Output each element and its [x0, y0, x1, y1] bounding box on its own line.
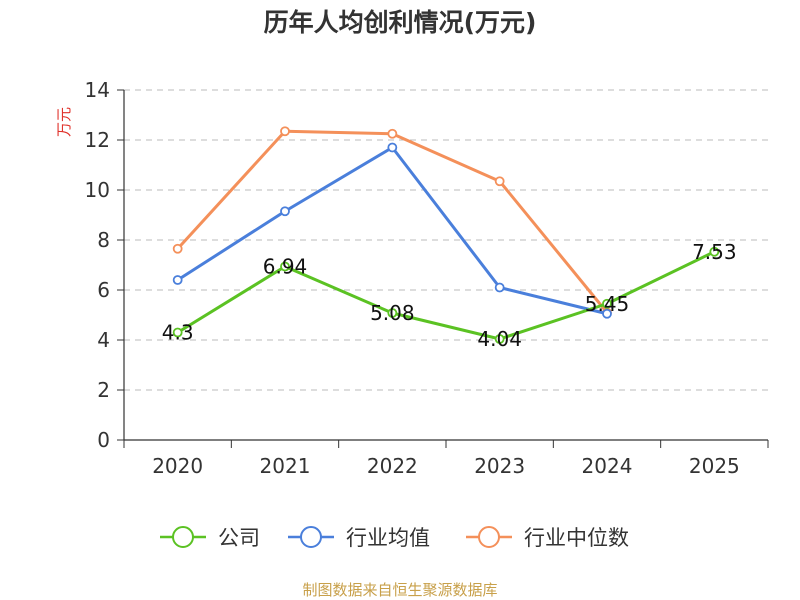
- data-point: [709, 246, 720, 257]
- legend-marker: [478, 526, 500, 548]
- data-point: [280, 126, 290, 137]
- data-point: [387, 308, 398, 318]
- data-point: [172, 243, 183, 254]
- legend-label: 公司: [218, 526, 260, 550]
- y-axis-label: 万元: [55, 107, 73, 137]
- legend-item-2[interactable]: 行业中位数: [466, 526, 629, 550]
- x-tick-label: 2020: [152, 454, 203, 478]
- data-point: [280, 206, 290, 217]
- data-point: [387, 128, 398, 139]
- y-tick-label: 4: [97, 328, 110, 352]
- data-point: [494, 334, 505, 344]
- data-labels: 4.3 6.94 5.08 4.04 5.45 7.53: [162, 240, 737, 351]
- y-tick-label: 10: [85, 178, 110, 202]
- series-2: [172, 126, 612, 318]
- data-point: [280, 261, 290, 272]
- data-label: 5.45: [585, 292, 630, 316]
- legend-item-1[interactable]: 行业均值: [288, 526, 430, 550]
- y-tick-label: 6: [97, 278, 110, 302]
- source-note: 制图数据来自恒生聚源数据库: [302, 581, 497, 599]
- data-point: [172, 327, 183, 338]
- x-tick-label: 2021: [260, 454, 311, 478]
- x-tick-label: 2024: [582, 454, 633, 478]
- y-tick-label: 12: [85, 128, 110, 152]
- data-point: [494, 176, 505, 187]
- data-point: [602, 298, 612, 309]
- y-tick-label: 2: [97, 378, 110, 402]
- series-0: [172, 246, 720, 344]
- data-point: [602, 308, 612, 319]
- grid: [124, 89, 768, 391]
- x-tick-label: 2025: [689, 454, 740, 478]
- data-label: 5.08: [370, 301, 415, 325]
- series-line: [176, 129, 609, 314]
- legend-label: 行业中位数: [524, 526, 629, 550]
- y-tick-label: 14: [85, 78, 110, 102]
- series-1: [172, 142, 612, 319]
- y-tick-label: 0: [97, 428, 110, 452]
- x-tick-label: 2023: [474, 454, 525, 478]
- y-tick-label: 8: [97, 228, 110, 252]
- data-point: [172, 275, 183, 285]
- data-label: 7.53: [692, 240, 737, 264]
- data-label: 4.04: [477, 327, 522, 351]
- legend: 公司 行业均值 行业中位数: [160, 526, 629, 550]
- chart-title: 历年人均创利情况(万元): [264, 8, 537, 37]
- data-label: 6.94: [263, 255, 308, 279]
- series: [172, 126, 720, 344]
- legend-marker: [172, 526, 194, 548]
- data-point: [494, 282, 505, 293]
- legend-label: 行业均值: [346, 526, 430, 550]
- data-point: [387, 142, 398, 153]
- data-label: 4.3: [162, 321, 194, 345]
- axes: 0 2 4 6 8 10 12 14 2020 2021 2022 2023 2024 2025: [85, 78, 769, 478]
- legend-item-0[interactable]: 公司: [160, 526, 260, 550]
- x-tick-label: 2022: [367, 454, 418, 478]
- legend-marker: [300, 526, 322, 548]
- series-line: [176, 146, 608, 316]
- series-line: [176, 250, 715, 341]
